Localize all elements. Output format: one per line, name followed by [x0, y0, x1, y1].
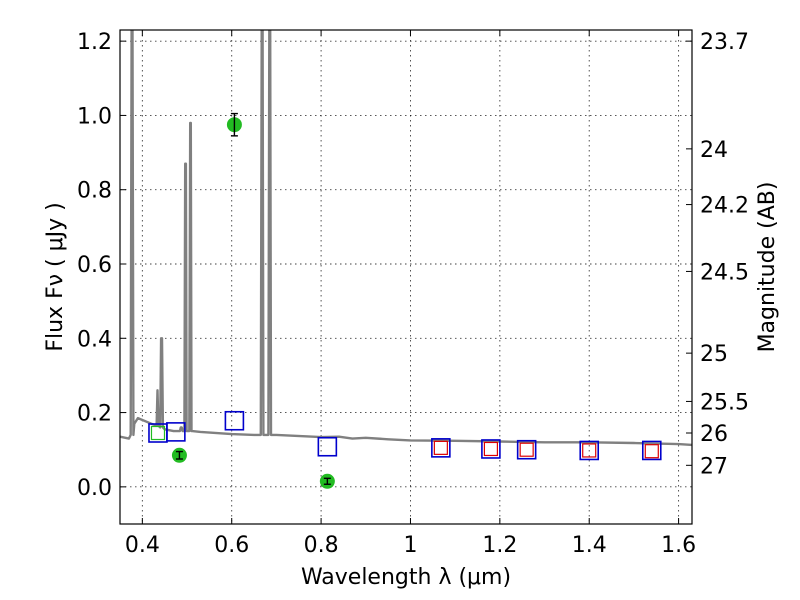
- model-square: [516, 439, 537, 460]
- x-tick-label: 0.8: [304, 533, 339, 558]
- x-tick-label: 1.4: [572, 533, 607, 558]
- tick-layer: 0.4 0.6 0.8 1 1.2 1.4 1.6 0.0 0.2 0.4 0.6 0.8 1.0 1.2…: [77, 30, 749, 558]
- spectrum-line: [120, 30, 692, 447]
- data-layer: [120, 30, 692, 489]
- y-tick-label: 0.2: [77, 402, 112, 427]
- mag-tick-label: 26: [700, 422, 728, 447]
- y-tick-label: 0.0: [77, 476, 112, 501]
- model-square: [166, 422, 186, 442]
- x-tick-label: 1.6: [661, 533, 696, 558]
- mag-tick-label: 24: [700, 138, 728, 163]
- inner-square: [582, 443, 597, 458]
- x-tick-label: 1.2: [482, 533, 517, 558]
- mag-tick-label: 24.5: [700, 260, 749, 285]
- model-square: [481, 439, 501, 459]
- model-square: [579, 440, 600, 461]
- y-axis-label: Flux Fν ( μJy ): [43, 202, 68, 351]
- y-tick-label: 0.8: [77, 179, 112, 204]
- mag-tick-label: 25: [700, 342, 728, 367]
- y-tick-label: 1.0: [77, 104, 112, 129]
- inner-square: [644, 444, 659, 459]
- mag-tick-label: 23.7: [700, 30, 749, 55]
- inner-square: [433, 440, 448, 455]
- mag-tick-label: 27: [700, 454, 728, 479]
- grid-layer: [120, 30, 692, 524]
- model-square: [431, 438, 451, 458]
- y-tick-label: 0.4: [77, 327, 112, 352]
- mag-tick-label: 24.2: [700, 194, 749, 219]
- x-tick-label: 0.6: [214, 533, 249, 558]
- plot-frame: [119, 29, 693, 525]
- x-tick-label: 0.4: [125, 533, 160, 558]
- inner-square: [150, 425, 166, 441]
- model-square: [317, 436, 338, 457]
- mag-tick-label: 25.5: [700, 390, 749, 415]
- y2-axis-label: Magnitude (AB): [755, 182, 780, 353]
- inner-square: [519, 442, 534, 457]
- model-square: [224, 410, 245, 431]
- inner-square: [483, 441, 499, 457]
- y-tick-label: 0.6: [77, 253, 112, 278]
- model-square: [641, 440, 662, 461]
- x-axis-label: Wavelength λ (μm): [301, 565, 511, 590]
- x-tick-label: 1: [403, 533, 417, 558]
- y-tick-label: 1.2: [77, 30, 112, 55]
